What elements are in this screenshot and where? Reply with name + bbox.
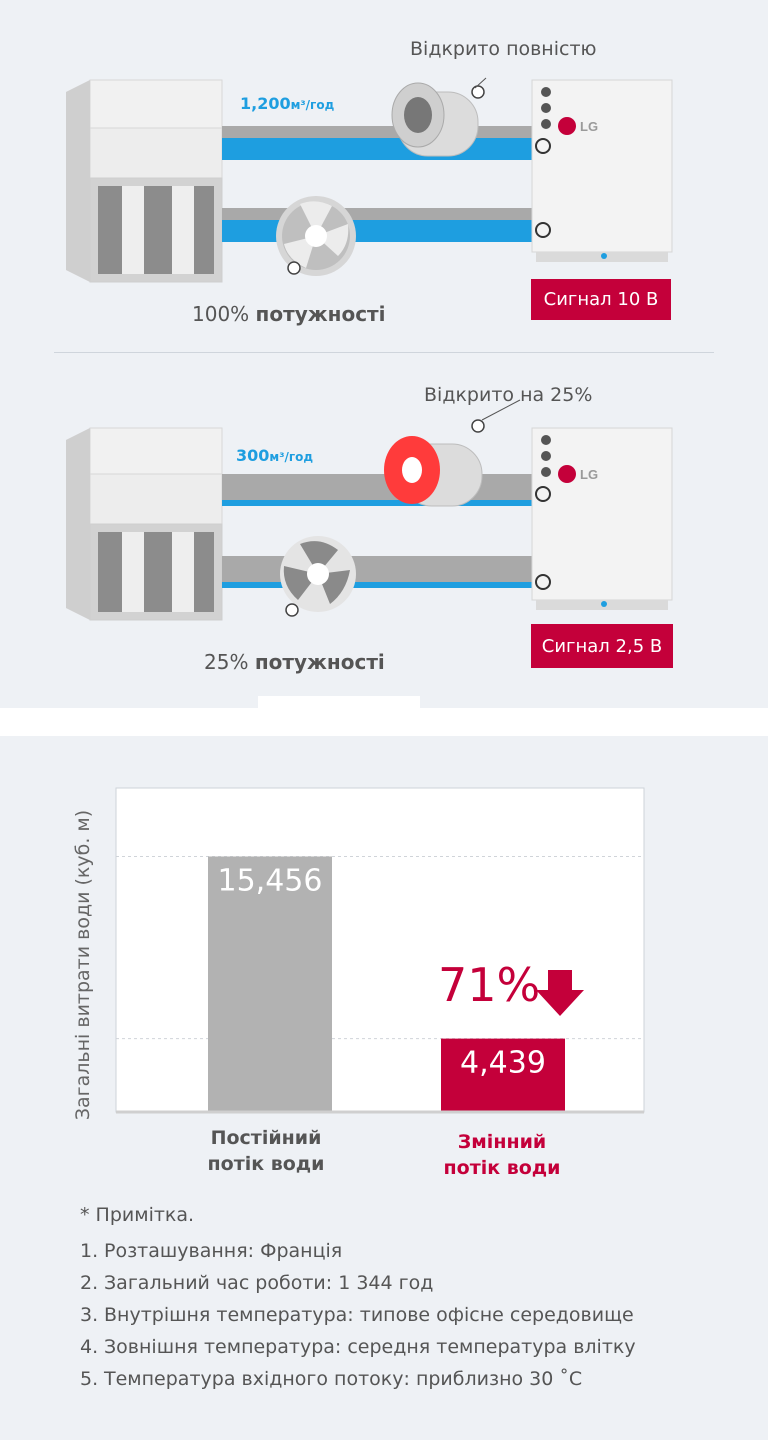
lg-outdoor-unit: LG [531, 427, 673, 610]
reduction-label: 71% [438, 958, 541, 1012]
bar-value-label: 15,456 [218, 864, 323, 899]
signal-badge-bottom: Сигнал 2,5 В [531, 624, 673, 668]
full-flow-illustration: LG [66, 77, 673, 283]
valve-icon [384, 399, 521, 507]
section-divider [54, 352, 714, 353]
flow-rate-top: 1,200м³/год [240, 94, 335, 113]
note-item: 5. Температура вхідного потоку: приблизно… [80, 1368, 583, 1390]
reduced-flow-illustration: LG [66, 399, 673, 621]
section-separator [0, 708, 768, 736]
fan-icon [276, 196, 356, 276]
notes-title: * Примітка. [80, 1204, 195, 1226]
category-label-constant: Постійний потік води [207, 1127, 325, 1175]
power-label-top: 100% потужності [192, 302, 386, 326]
bar [441, 1038, 565, 1112]
valve-icon [391, 77, 487, 157]
brand-logo: LG [580, 119, 598, 134]
footnotes: * Примітка. 1. Розташування: Франція 2. За… [80, 1204, 740, 1400]
bar [208, 856, 332, 1112]
y-axis-title: Загальні витрати води (куб. м) [72, 809, 94, 1121]
bar-value-label: 4,439 [460, 1046, 546, 1081]
flow-rate-bottom: 300м³/год [236, 446, 314, 465]
down-arrow-icon [536, 970, 584, 1016]
lg-outdoor-unit: LG [531, 79, 673, 262]
valve-label-bottom: Відкрито на 25% [424, 384, 593, 406]
brand-logo: LG [580, 467, 598, 482]
flow-diagram: LG Відкрито повністю 1,200м³/год 100% по… [0, 0, 768, 710]
power-label-bottom: 25% потужності [204, 650, 385, 674]
bar-chart: 15,456 4,439 [115, 787, 645, 1114]
note-item: 2. Загальний час роботи: 1 344 год [80, 1272, 434, 1294]
note-item: 1. Розташування: Франція [80, 1240, 343, 1262]
note-item: 3. Внутрішня температура: типове офісне с… [80, 1304, 634, 1326]
signal-badge-top: Сигнал 10 В [531, 279, 671, 320]
category-label-variable: Змінний потік води [443, 1131, 561, 1179]
fan-icon [280, 536, 356, 617]
note-item: 4. Зовнішня температура: середня температ… [80, 1336, 636, 1358]
valve-label-top: Відкрито повністю [410, 38, 597, 60]
